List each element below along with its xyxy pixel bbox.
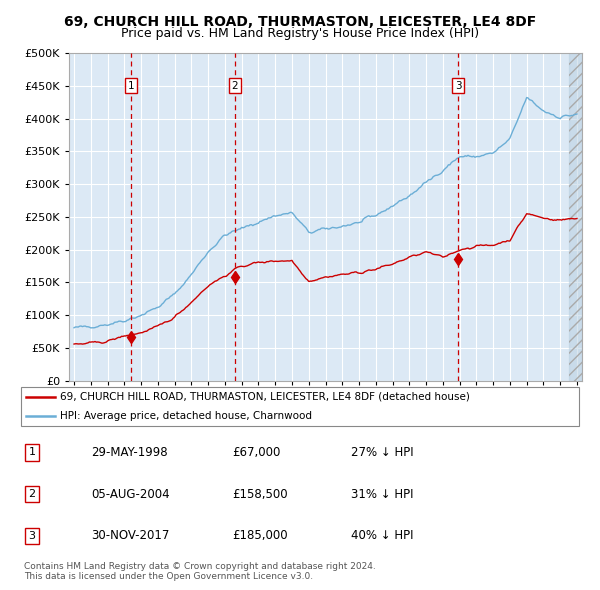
Bar: [569, 53, 582, 381]
Text: 27% ↓ HPI: 27% ↓ HPI: [351, 446, 413, 459]
Bar: [569, 53, 582, 381]
Text: 3: 3: [455, 81, 461, 91]
Text: 40% ↓ HPI: 40% ↓ HPI: [351, 529, 413, 542]
Text: £185,000: £185,000: [232, 529, 288, 542]
Text: 69, CHURCH HILL ROAD, THURMASTON, LEICESTER, LE4 8DF: 69, CHURCH HILL ROAD, THURMASTON, LEICES…: [64, 15, 536, 29]
Text: 29-MAY-1998: 29-MAY-1998: [91, 446, 168, 459]
Text: 2: 2: [232, 81, 238, 91]
Text: Price paid vs. HM Land Registry's House Price Index (HPI): Price paid vs. HM Land Registry's House …: [121, 27, 479, 40]
Text: 1: 1: [128, 81, 134, 91]
Text: 2: 2: [29, 489, 35, 499]
Text: £67,000: £67,000: [232, 446, 281, 459]
Text: HPI: Average price, detached house, Charnwood: HPI: Average price, detached house, Char…: [60, 411, 313, 421]
Text: This data is licensed under the Open Government Licence v3.0.: This data is licensed under the Open Gov…: [24, 572, 313, 581]
Text: £158,500: £158,500: [232, 487, 288, 501]
Text: 05-AUG-2004: 05-AUG-2004: [91, 487, 170, 501]
Text: 31% ↓ HPI: 31% ↓ HPI: [351, 487, 413, 501]
Text: 3: 3: [29, 531, 35, 541]
Text: 30-NOV-2017: 30-NOV-2017: [91, 529, 170, 542]
Text: Contains HM Land Registry data © Crown copyright and database right 2024.: Contains HM Land Registry data © Crown c…: [24, 562, 376, 571]
Text: 1: 1: [29, 447, 35, 457]
Text: 69, CHURCH HILL ROAD, THURMASTON, LEICESTER, LE4 8DF (detached house): 69, CHURCH HILL ROAD, THURMASTON, LEICES…: [60, 392, 470, 402]
FancyBboxPatch shape: [21, 388, 579, 425]
